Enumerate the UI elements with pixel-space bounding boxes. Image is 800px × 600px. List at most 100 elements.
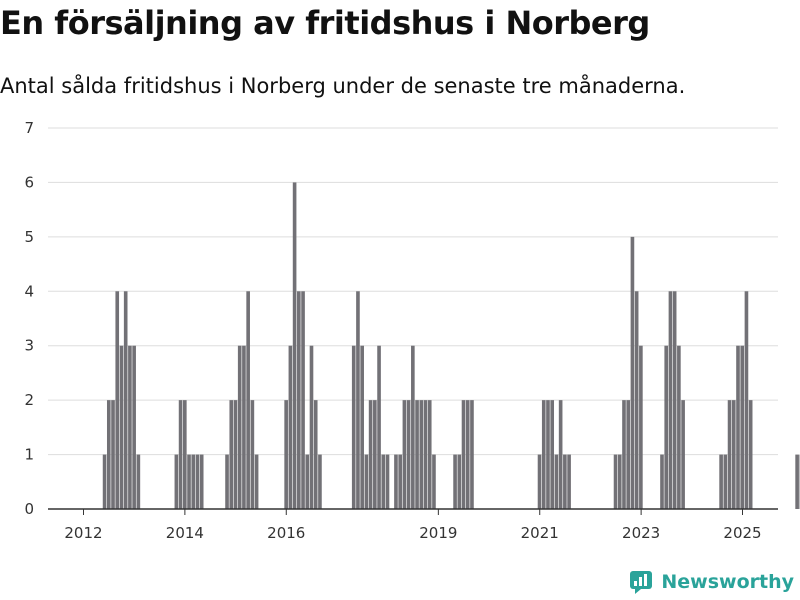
bar bbox=[634, 291, 639, 509]
bar bbox=[128, 345, 132, 509]
x-tick-label: 2021 bbox=[521, 524, 559, 542]
bar bbox=[668, 291, 673, 509]
bar bbox=[723, 454, 728, 509]
bar bbox=[677, 345, 681, 509]
y-tick-label: 0 bbox=[24, 500, 34, 518]
x-tick-label: 2016 bbox=[267, 524, 305, 542]
bar bbox=[622, 400, 626, 509]
bar bbox=[465, 400, 470, 509]
bar bbox=[292, 182, 297, 509]
bar bbox=[115, 291, 120, 509]
bar bbox=[174, 454, 179, 509]
bar bbox=[558, 400, 563, 509]
bar bbox=[402, 400, 407, 509]
bar bbox=[351, 345, 356, 509]
bar bbox=[563, 454, 567, 509]
bar bbox=[225, 454, 229, 509]
bar bbox=[250, 400, 255, 509]
bar bbox=[727, 400, 732, 509]
bar bbox=[744, 291, 749, 509]
y-tick-label: 4 bbox=[24, 282, 34, 300]
bar bbox=[719, 454, 723, 509]
bar bbox=[453, 454, 457, 509]
bar bbox=[419, 400, 424, 509]
y-axis: 0 1 2 3 4 5 6 7 bbox=[24, 119, 34, 518]
bar bbox=[432, 454, 436, 509]
x-tick-label: 2025 bbox=[723, 524, 761, 542]
bar bbox=[639, 345, 643, 509]
bar bbox=[795, 454, 799, 509]
bar bbox=[297, 291, 301, 509]
bar bbox=[457, 454, 462, 509]
x-tick-label: 2014 bbox=[166, 524, 204, 542]
bar bbox=[360, 345, 364, 509]
bar bbox=[406, 400, 411, 509]
bar bbox=[123, 291, 128, 509]
bar bbox=[119, 345, 124, 509]
bars bbox=[102, 182, 800, 509]
bar bbox=[102, 454, 107, 509]
x-tick-label: 2019 bbox=[419, 524, 457, 542]
bar bbox=[106, 400, 111, 509]
bar bbox=[550, 400, 555, 509]
chart-subtitle: Antal sålda fritidshus i Norberg under d… bbox=[0, 74, 686, 98]
bar bbox=[233, 400, 238, 509]
bar bbox=[664, 345, 669, 509]
x-axis: 2012 2014 2016 2019 2021 2023 2025 bbox=[48, 508, 778, 542]
bar bbox=[423, 400, 428, 509]
y-tick-label: 7 bbox=[24, 119, 34, 137]
bar bbox=[427, 400, 432, 509]
bar bbox=[309, 345, 314, 509]
bar bbox=[398, 454, 402, 509]
bar bbox=[672, 291, 677, 509]
bar bbox=[305, 454, 310, 509]
bar bbox=[191, 454, 196, 509]
bar bbox=[237, 345, 242, 509]
bar bbox=[377, 345, 381, 509]
y-tick-label: 2 bbox=[24, 391, 34, 409]
bar bbox=[681, 400, 685, 509]
bar bbox=[630, 236, 635, 509]
bar bbox=[356, 291, 360, 509]
bar bbox=[461, 400, 466, 509]
bar bbox=[187, 454, 191, 509]
x-tick-label: 2023 bbox=[622, 524, 660, 542]
y-tick-label: 1 bbox=[24, 446, 34, 464]
bar bbox=[199, 454, 204, 509]
bar bbox=[364, 454, 369, 509]
bar bbox=[318, 454, 322, 509]
bar bbox=[567, 454, 571, 509]
y-tick-label: 5 bbox=[24, 228, 34, 246]
bar bbox=[731, 400, 736, 509]
bar bbox=[313, 400, 318, 509]
bar bbox=[626, 400, 631, 509]
bar bbox=[178, 400, 183, 509]
bar bbox=[284, 400, 288, 509]
bar bbox=[229, 400, 234, 509]
bar bbox=[368, 400, 373, 509]
bar bbox=[182, 400, 187, 509]
chart-title: En försäljning av fritidshus i Norberg bbox=[0, 4, 650, 42]
x-tick-label: 2012 bbox=[64, 524, 102, 542]
y-tick-label: 3 bbox=[24, 337, 34, 355]
bar bbox=[541, 400, 546, 509]
bar bbox=[111, 400, 115, 509]
bar bbox=[740, 345, 745, 509]
bar bbox=[301, 291, 305, 509]
bar bbox=[246, 291, 250, 509]
bar bbox=[554, 454, 559, 509]
bar-chart: 0 1 2 3 4 5 6 7 2012 2014 2016 2019 2021 2023 2025 1 bbox=[24, 119, 800, 542]
bar bbox=[546, 400, 550, 509]
bar bbox=[415, 400, 419, 509]
brand-logo: Newsworthy bbox=[629, 570, 794, 594]
brand-name: Newsworthy bbox=[661, 571, 794, 593]
bar bbox=[736, 345, 740, 509]
newsworthy-icon bbox=[630, 571, 653, 594]
bar bbox=[132, 345, 136, 509]
bar bbox=[195, 454, 200, 509]
bar bbox=[254, 454, 259, 509]
y-tick-label: 6 bbox=[24, 173, 34, 191]
bar bbox=[394, 454, 398, 509]
bar bbox=[537, 454, 542, 509]
bar bbox=[613, 454, 618, 509]
